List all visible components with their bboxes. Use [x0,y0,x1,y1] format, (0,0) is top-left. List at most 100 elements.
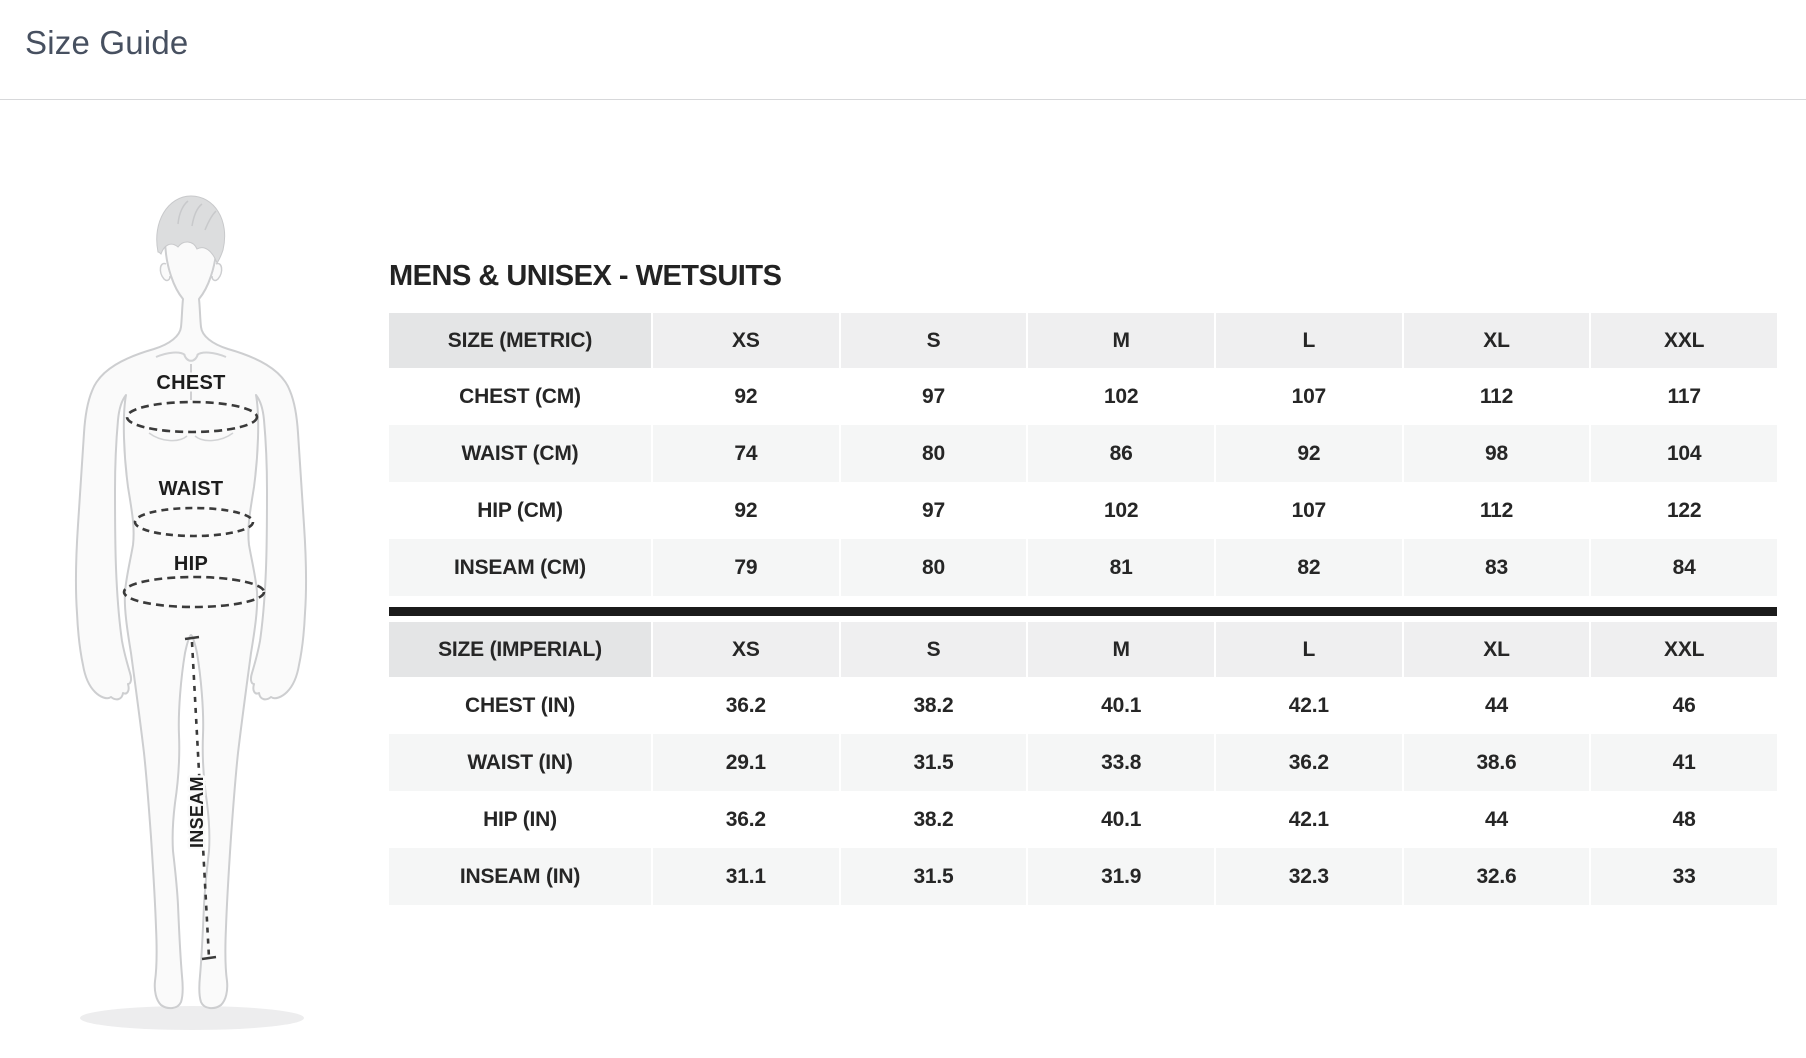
measurement-label: HIP (CM) [389,482,651,539]
measurement-value: 74 [651,425,839,482]
ear-right [211,262,223,282]
page-title: Size Guide [25,24,189,61]
measurement-value: 31.9 [1026,848,1214,905]
measurement-value: 38.2 [838,677,1027,734]
size-column-header: XXL [1589,313,1777,368]
measurement-value: 104 [1589,425,1777,482]
measurement-value: 86 [1026,425,1214,482]
floor-shadow [80,1006,304,1030]
measurement-value: 36.2 [1214,734,1402,791]
size-column-header: XS [651,313,839,368]
size-column-header: S [838,622,1027,677]
header-bar: Size Guide [0,0,1806,100]
measurement-value: 40.1 [1026,791,1214,848]
measurement-label: INSEAM (CM) [389,539,651,596]
imperial-header-row: SIZE (IMPERIAL) XS S M L XL XXL [389,622,1777,677]
measurement-label: WAIST (CM) [389,425,651,482]
size-column-header: XXL [1589,622,1777,677]
size-chart-title: MENS & UNISEX - WETSUITS [389,260,782,292]
measurement-value: 107 [1214,482,1402,539]
measurement-value: 32.3 [1214,848,1402,905]
measurement-value: 97 [838,368,1027,425]
measurement-value: 44 [1401,791,1590,848]
hip-measure-ellipse [122,575,266,609]
measurement-value: 33 [1589,848,1777,905]
inseam-label: INSEAM [187,776,207,848]
measurement-value: 80 [838,425,1027,482]
measurement-label: INSEAM (IN) [389,848,651,905]
measurement-value: 31.5 [838,848,1027,905]
measurement-value: 102 [1026,368,1214,425]
measurement-value: 83 [1401,539,1590,596]
body-figure-svg: CHEST WAIST HIP INSEAM [74,195,308,1030]
measurement-label: HIP (IN) [389,791,651,848]
imperial-size-table: SIZE (IMPERIAL) XS S M L XL XXL CHEST (IN) 36.2 3… [389,622,1777,905]
measurement-value: 80 [838,539,1027,596]
measurement-label: CHEST (CM) [389,368,651,425]
metric-header-row: SIZE (METRIC) XS S M L XL XXL [389,313,1777,368]
chest-label: CHEST [156,372,225,394]
measurement-row: HIP (IN) 36.2 38.2 40.1 42.1 44 48 [389,791,1777,848]
measurement-value: 97 [838,482,1027,539]
measurement-value: 92 [651,482,839,539]
measurement-value: 107 [1214,368,1402,425]
measurement-value: 42.1 [1214,677,1402,734]
size-column-header: XL [1401,622,1590,677]
measurement-value: 102 [1026,482,1214,539]
body-measurement-figure: CHEST WAIST HIP INSEAM [64,186,324,1046]
hip-label: HIP [174,553,208,575]
size-guide-page: Size Guide CHEST WAIST [0,0,1806,1030]
measurement-value: 38.2 [838,791,1027,848]
measurement-value: 36.2 [651,791,839,848]
measurement-value: 117 [1589,368,1777,425]
waist-label: WAIST [159,478,224,500]
size-column-header: S [838,313,1027,368]
measurement-value: 81 [1026,539,1214,596]
measurement-label: CHEST (IN) [389,677,651,734]
measurement-row: CHEST (CM) 92 97 102 107 112 117 [389,368,1777,425]
chest-measure-ellipse [125,400,259,434]
inseam-line-caps [184,635,217,961]
measurement-value: 112 [1401,482,1590,539]
hair-strands [177,200,217,231]
measurement-value: 98 [1401,425,1590,482]
size-column-header: XS [651,622,839,677]
metric-corner-header: SIZE (METRIC) [389,313,651,368]
measurement-value: 29.1 [651,734,839,791]
measurement-value: 31.5 [838,734,1027,791]
size-chart: MENS & UNISEX - WETSUITS SIZE (METRIC) XS… [389,261,1777,905]
measurement-value: 84 [1589,539,1777,596]
size-column-header: M [1026,313,1214,368]
size-column-header: L [1214,622,1402,677]
ear-left [159,262,171,282]
waist-measure-ellipse [133,506,255,538]
measurement-value: 38.6 [1401,734,1590,791]
metric-size-table: SIZE (METRIC) XS S M L XL XXL CHEST (CM) 92 97 102… [389,313,1777,596]
measurement-row: INSEAM (IN) 31.1 31.5 31.9 32.3 32.6 33 [389,848,1777,905]
measurement-row: WAIST (CM) 74 80 86 92 98 104 [389,425,1777,482]
measurement-value: 41 [1589,734,1777,791]
hair [156,195,226,265]
table-divider-bar [389,607,1777,616]
measurement-value: 36.2 [651,677,839,734]
imperial-corner-header: SIZE (IMPERIAL) [389,622,651,677]
size-column-header: XL [1401,313,1590,368]
measurement-value: 48 [1589,791,1777,848]
measurement-value: 40.1 [1026,677,1214,734]
inseam-measure-line [190,641,211,959]
measurement-value: 82 [1214,539,1402,596]
size-column-header: M [1026,622,1214,677]
measurement-value: 79 [651,539,839,596]
measurement-value: 33.8 [1026,734,1214,791]
measurement-row: HIP (CM) 92 97 102 107 112 122 [389,482,1777,539]
measurement-row: INSEAM (CM) 79 80 81 82 83 84 [389,539,1777,596]
measurement-row: WAIST (IN) 29.1 31.5 33.8 36.2 38.6 41 [389,734,1777,791]
clavicle-lines [155,351,227,362]
measurement-value: 44 [1401,677,1590,734]
measurement-value: 32.6 [1401,848,1590,905]
body-silhouette [74,199,308,1010]
size-column-header: L [1214,313,1402,368]
measurement-value: 92 [651,368,839,425]
measurement-value: 112 [1401,368,1590,425]
measurement-value: 31.1 [651,848,839,905]
